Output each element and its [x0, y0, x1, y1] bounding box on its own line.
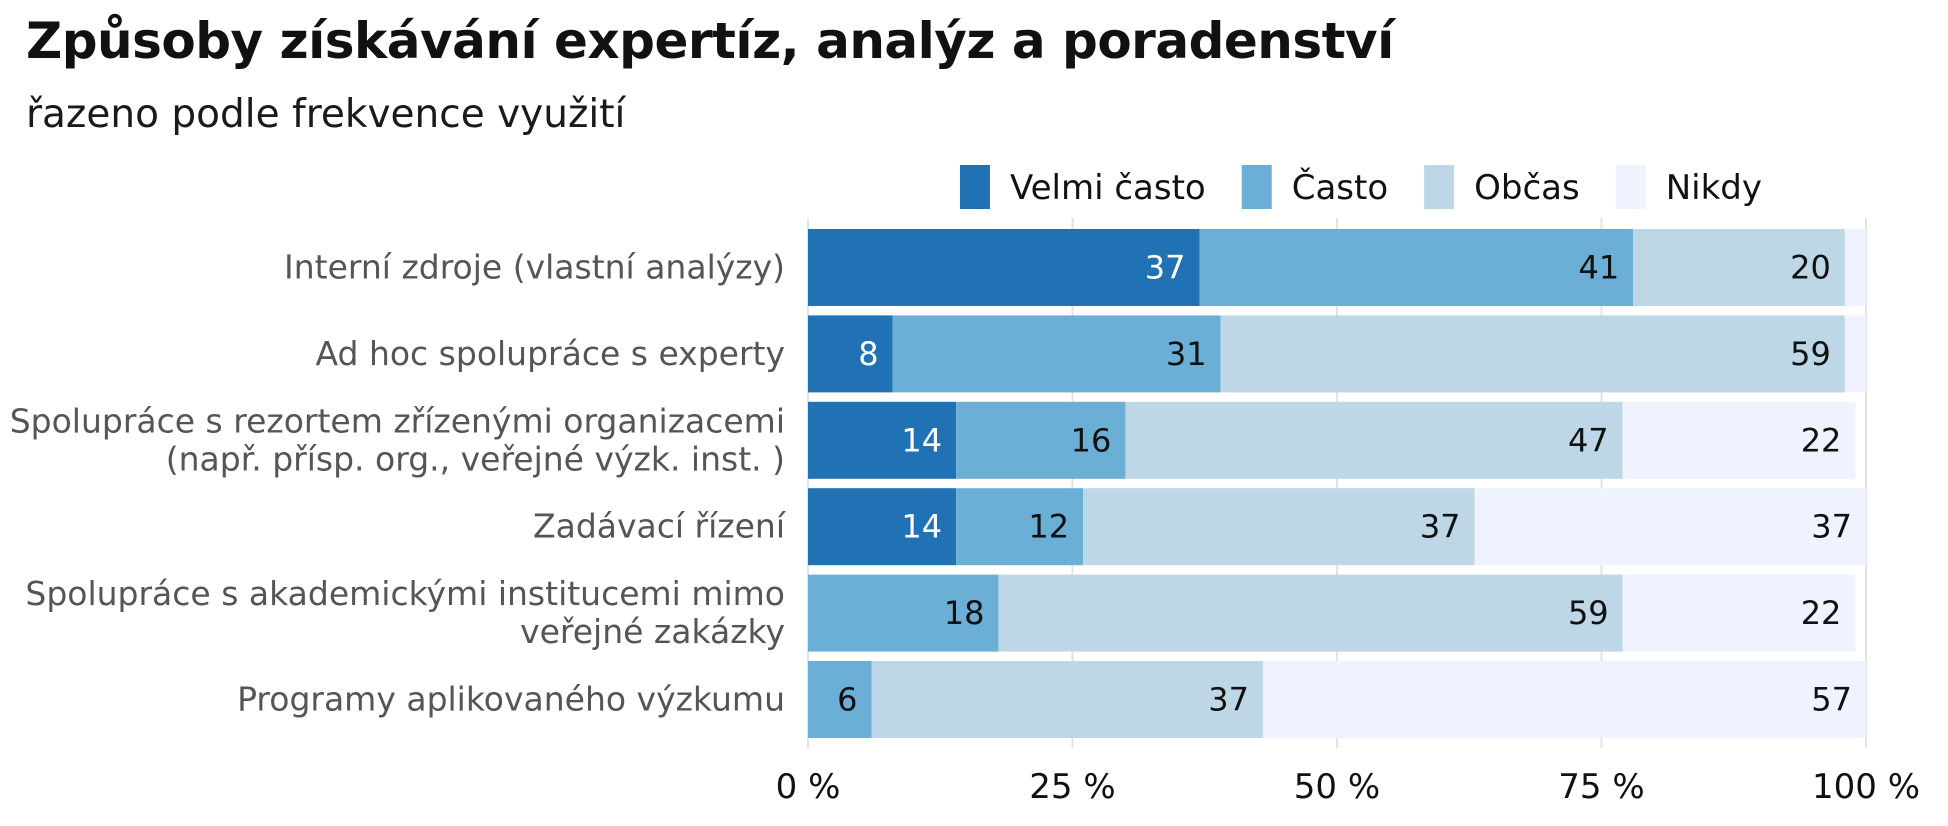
grid	[807, 218, 1867, 748]
value-label: 16	[1071, 421, 1112, 459]
value-label: 47	[1568, 421, 1609, 459]
category-labels: Interní zdroje (vlastní analýzy) Ad hoc s…	[10, 248, 787, 719]
bar-segment	[871, 661, 1263, 738]
value-labels: 37 41 20 8 31 59 14 16 47 22 14 12 37 37 18 59 22 6 37 57	[837, 249, 1852, 719]
x-tick-label: 100 %	[1812, 767, 1920, 807]
bar-segment	[1844, 229, 1866, 306]
legend-label: Velmi často	[1010, 168, 1206, 208]
x-tick-label: 0 %	[776, 767, 841, 807]
x-tick-label: 50 %	[1294, 767, 1380, 807]
legend-swatch	[1615, 165, 1646, 209]
legend-label: Často	[1292, 167, 1388, 208]
bar-segment	[956, 488, 1084, 566]
value-label: 37	[1145, 249, 1186, 287]
value-label: 41	[1579, 249, 1620, 287]
bar-segment	[998, 574, 1623, 652]
bar-segment	[808, 315, 893, 393]
legend-label: Občas	[1474, 168, 1580, 208]
bar-segment	[1199, 229, 1634, 306]
bar-segment	[808, 574, 999, 652]
category-label: Interní zdroje (vlastní analýzy)	[284, 248, 785, 287]
legend-swatch	[959, 165, 990, 209]
value-label: 59	[1790, 335, 1831, 373]
value-label: 8	[858, 335, 878, 373]
bar-segment	[1474, 488, 1866, 566]
category-label: veřejné zakázky	[520, 612, 785, 651]
legend: Velmi často Často Občas Nikdy	[959, 165, 1762, 209]
category-label: Zadávací řízení	[533, 507, 787, 546]
bar-segment	[1125, 401, 1623, 479]
legend-swatch	[1241, 165, 1272, 209]
value-label: 12	[1028, 508, 1069, 546]
value-label: 18	[944, 594, 985, 632]
value-label: 37	[1208, 681, 1249, 719]
category-label: Spolupráce s akademickými institucemi mi…	[25, 574, 785, 613]
chart-subtitle: řazeno podle frekvence využití	[26, 92, 626, 137]
bar-segment	[808, 661, 872, 738]
category-label: (např. přísp. org., veřejné výzk. inst. …	[166, 439, 785, 478]
value-label: 57	[1811, 681, 1852, 719]
bar-segment	[808, 229, 1200, 306]
legend-label: Nikdy	[1666, 168, 1762, 208]
x-axis-ticks: 0 % 25 % 50 % 75 % 100 %	[776, 767, 1920, 807]
value-label: 14	[901, 508, 942, 546]
x-tick-label: 75 %	[1558, 767, 1644, 807]
value-label: 22	[1801, 421, 1842, 459]
x-tick-label: 25 %	[1029, 767, 1115, 807]
bars	[808, 229, 1866, 738]
value-label: 37	[1811, 508, 1852, 546]
chart-title: Způsoby získávání expertíz, analýz a por…	[26, 12, 1394, 70]
bar-segment	[808, 488, 957, 566]
bar-segment	[1622, 574, 1856, 652]
bar-segment	[892, 315, 1221, 393]
value-label: 20	[1790, 249, 1831, 287]
legend-swatch	[1424, 165, 1455, 209]
bar-segment	[1633, 229, 1845, 306]
bar-segment	[808, 401, 957, 479]
value-label: 6	[837, 681, 857, 719]
bar-segment	[1844, 315, 1866, 393]
bar-segment	[1220, 315, 1845, 393]
category-label: Spolupráce s rezortem zřízenými organiza…	[10, 401, 785, 440]
value-label: 59	[1568, 594, 1609, 632]
bar-segment	[1622, 401, 1856, 479]
bar-segment	[956, 401, 1126, 479]
value-label: 14	[901, 421, 942, 459]
category-label: Programy aplikovaného výzkumu	[237, 680, 785, 719]
bar-segment	[1083, 488, 1475, 566]
value-label: 37	[1420, 508, 1461, 546]
category-label: Ad hoc spolupráce s experty	[316, 334, 785, 373]
bar-segment	[1262, 661, 1866, 738]
value-label: 31	[1166, 335, 1207, 373]
value-label: 22	[1801, 594, 1842, 632]
